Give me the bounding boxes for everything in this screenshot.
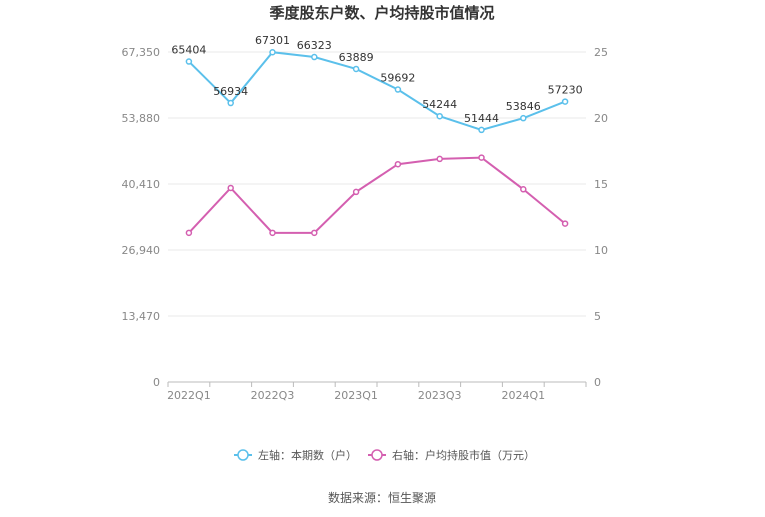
x-axis-tick-label: 2023Q1 xyxy=(334,389,378,402)
data-label: 63889 xyxy=(339,51,374,64)
x-axis-tick-label: 2022Q1 xyxy=(167,389,211,402)
data-point-left[interactable] xyxy=(311,53,318,61)
right-axis-tick-label: 25 xyxy=(594,46,608,59)
data-point-left[interactable] xyxy=(520,114,527,122)
data-label: 59692 xyxy=(380,72,415,85)
data-point-left[interactable] xyxy=(185,58,193,65)
right-axis-tick-label: 5 xyxy=(594,310,601,323)
data-point-left[interactable] xyxy=(478,126,485,134)
data-label: 67301 xyxy=(255,34,290,47)
chart-title: 季度股东户数、户均持股市值情况 xyxy=(269,4,494,22)
legend-label: 左轴：本期数（户） xyxy=(258,448,357,462)
left-axis-tick-label: 40,410 xyxy=(122,178,161,191)
data-label: 56934 xyxy=(213,85,248,98)
data-label: 53846 xyxy=(506,100,541,113)
left-axis-tick-label: 0 xyxy=(153,376,160,389)
axes: 0 0 13,470 5 26,940 10 40,410 15 53,880 20 67,350 2… xyxy=(122,46,609,402)
data-point-right[interactable] xyxy=(185,229,193,237)
right-axis-tick-label: 10 xyxy=(594,244,608,257)
data-label: 51444 xyxy=(464,112,499,125)
data-point-right[interactable] xyxy=(478,154,485,161)
data-point-left[interactable] xyxy=(227,99,234,107)
legend-label: 右轴：户均持股市值（万元） xyxy=(392,448,535,462)
data-point-left[interactable] xyxy=(394,86,402,93)
right-axis-tick-label: 0 xyxy=(594,376,601,389)
data-point-right[interactable] xyxy=(311,229,318,237)
legend-marker xyxy=(371,449,383,461)
data-point-right[interactable] xyxy=(352,188,360,196)
series-line-right xyxy=(188,156,566,234)
left-axis-tick-label: 13,470 xyxy=(122,310,161,323)
source-note: 数据来源：恒生聚源 xyxy=(328,490,436,505)
data-point-right[interactable] xyxy=(227,184,234,192)
right-axis-tick-label: 20 xyxy=(594,112,608,125)
x-axis-tick-label: 2023Q3 xyxy=(418,389,462,402)
data-label: 57230 xyxy=(548,84,583,97)
legend-item-left[interactable]: 左轴：本期数（户） xyxy=(234,448,357,462)
legend[interactable]: 左轴：本期数（户） 右轴：户均持股市值（万元） xyxy=(234,448,535,462)
data-point-right[interactable] xyxy=(561,220,569,227)
data-point-left[interactable] xyxy=(352,65,360,73)
data-point-left[interactable] xyxy=(269,48,276,56)
series-line-left xyxy=(188,51,566,131)
data-point-left[interactable] xyxy=(436,112,443,120)
x-axis-tick-label: 2024Q1 xyxy=(501,389,545,402)
data-point-right[interactable] xyxy=(394,160,402,168)
data-label: 65404 xyxy=(171,44,206,57)
data-point-left[interactable] xyxy=(561,98,569,105)
left-axis-tick-label: 26,940 xyxy=(122,244,161,257)
data-point-right[interactable] xyxy=(520,186,527,193)
x-axis-tick-label: 2022Q3 xyxy=(251,389,295,402)
data-label: 66323 xyxy=(297,39,332,52)
data-label: 54244 xyxy=(422,98,457,111)
data-point-right[interactable] xyxy=(269,229,276,237)
legend-item-right[interactable]: 右轴：户均持股市值（万元） xyxy=(368,448,535,462)
data-point-right[interactable] xyxy=(436,155,443,163)
series-layer: 65404 56934 67301 66323 63889 59692 54244 51444… xyxy=(171,34,583,237)
grid xyxy=(168,51,586,383)
right-axis-tick-label: 15 xyxy=(594,178,608,191)
left-axis-tick-label: 53,880 xyxy=(122,112,161,125)
legend-marker xyxy=(237,449,249,461)
left-axis-tick-label: 67,350 xyxy=(122,46,161,59)
